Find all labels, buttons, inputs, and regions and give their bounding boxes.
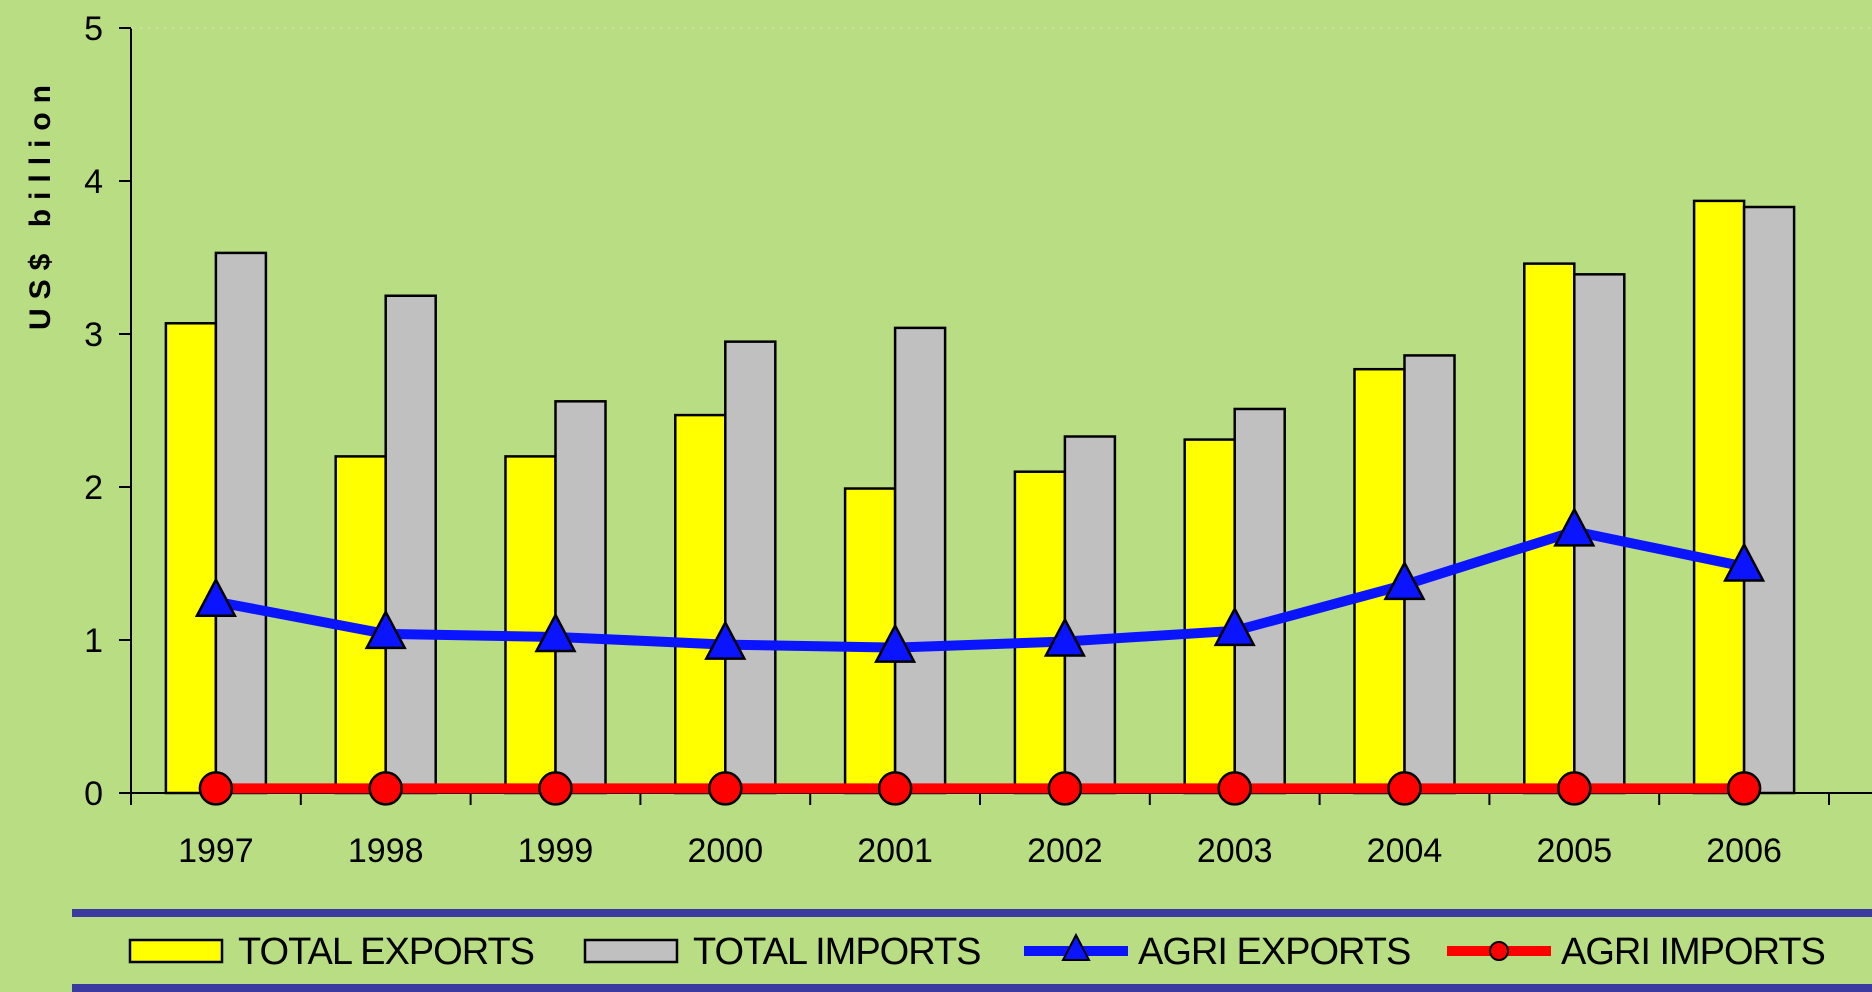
legend-marker-agri-exports: [1061, 932, 1091, 961]
x-tick-label: 1997: [178, 832, 254, 870]
legend: TOTAL EXPORTS TOTAL IMPORTS AGRI EXPORTS AG…: [72, 909, 1872, 992]
y-tick-label: 4: [84, 163, 103, 201]
point-agri-exports: [704, 619, 747, 660]
x-tick-label: 2004: [1367, 832, 1443, 870]
point-agri-exports: [1383, 560, 1426, 601]
legend-top-rule: [72, 909, 1872, 917]
bar-total-exports: [504, 455, 557, 795]
point-agri-imports: [1047, 771, 1083, 806]
x-tick-label: 2001: [857, 832, 933, 870]
bar-total-exports: [1183, 438, 1236, 795]
legend-label-agri-imports: AGRI IMPORTS: [1561, 931, 1825, 973]
bar-total-imports: [1233, 407, 1286, 795]
bar-total-imports: [554, 400, 607, 795]
point-agri-exports: [1043, 616, 1086, 657]
bar-total-imports: [214, 251, 268, 795]
point-agri-imports: [198, 771, 234, 806]
point-agri-exports: [1213, 606, 1256, 647]
point-agri-imports: [1387, 771, 1422, 806]
y-tick-label: 5: [84, 10, 103, 48]
point-agri-imports: [1557, 771, 1592, 806]
point-agri-imports: [708, 771, 743, 806]
point-agri-exports: [1723, 541, 1766, 582]
x-tick-label: 1998: [348, 832, 424, 870]
line-agri-exports: [214, 526, 1746, 653]
bar-total-imports: [724, 340, 777, 795]
y-tick-label: 0: [84, 775, 103, 813]
bar-total-imports: [1742, 205, 1796, 795]
plot-area: 0 1 2 3 4 5 1997 1998 1999 2000 2001 2002 2003 2004 20…: [84, 10, 1872, 870]
x-tick-label: 2005: [1536, 832, 1612, 870]
bar-total-exports: [1013, 470, 1067, 795]
point-agri-exports: [874, 622, 917, 663]
legend-swatch-total-imports: [583, 938, 679, 964]
point-agri-imports: [1217, 771, 1252, 806]
legend-marker-agri-imports: [1489, 941, 1509, 961]
y-tick-label: 2: [84, 469, 103, 507]
legend-label-agri-exports: AGRI EXPORTS: [1138, 931, 1410, 973]
bar-total-exports: [1523, 262, 1576, 795]
point-agri-imports: [538, 771, 573, 806]
y-axis-title: US$ billion: [24, 76, 57, 330]
point-agri-exports: [364, 609, 407, 650]
legend-label-total-imports: TOTAL IMPORTS: [693, 931, 981, 973]
point-agri-exports: [534, 612, 577, 653]
point-agri-exports: [1553, 506, 1596, 547]
point-agri-imports: [1726, 771, 1762, 806]
bar-total-imports: [1063, 435, 1117, 795]
x-tick-label: 2003: [1197, 832, 1273, 870]
x-tick-label: 2006: [1706, 832, 1782, 870]
legend-label-total-exports: TOTAL EXPORTS: [238, 931, 534, 973]
point-agri-imports: [877, 771, 913, 806]
bar-total-exports: [674, 413, 727, 795]
bar-total-imports: [893, 326, 947, 795]
bar-total-exports: [164, 322, 218, 795]
bar-total-imports: [384, 294, 437, 795]
x-tick-label: 2000: [687, 832, 763, 870]
x-tick-label: 2002: [1027, 832, 1103, 870]
legend-bottom-rule: [72, 984, 1872, 992]
x-tick-label: 1999: [518, 832, 594, 870]
y-tick-label: 1: [84, 622, 103, 660]
y-tick-label: 3: [84, 316, 103, 354]
point-agri-imports: [368, 771, 403, 806]
bar-total-exports: [1692, 199, 1746, 795]
legend-swatch-total-exports: [128, 938, 224, 964]
point-agri-exports: [194, 577, 237, 617]
